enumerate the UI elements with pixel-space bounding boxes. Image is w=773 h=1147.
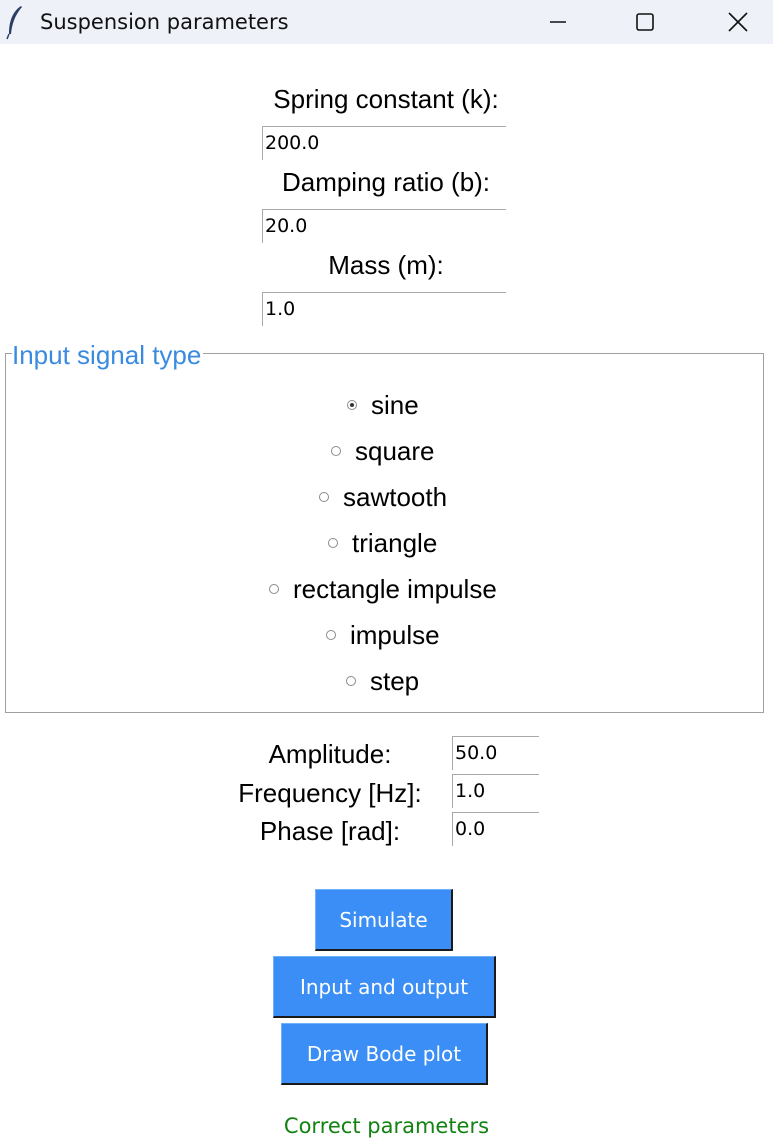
draw-bode-plot-button[interactable]: Draw Bode plot <box>281 1023 488 1085</box>
minimize-icon <box>550 21 566 23</box>
amplitude-input[interactable]: 50.0 <box>452 736 539 770</box>
radio-button[interactable] <box>319 492 329 502</box>
input-signal-group-title: Input signal type <box>12 340 204 370</box>
spring-constant-label: Spring constant (k): <box>273 84 499 114</box>
window-title: Suspension parameters <box>40 10 289 34</box>
input-and-output-button[interactable]: Input and output <box>273 956 496 1018</box>
simulate-button[interactable]: Simulate <box>315 889 453 951</box>
radio-option-step[interactable]: step <box>346 666 419 696</box>
feather-icon <box>4 4 26 40</box>
radio-button[interactable] <box>269 584 279 594</box>
radio-option-square[interactable]: square <box>331 436 435 466</box>
phase-input[interactable]: 0.0 <box>452 812 539 846</box>
radio-option-sine[interactable]: sine <box>347 390 419 420</box>
close-button[interactable] <box>708 0 768 44</box>
frequency-input[interactable]: 1.0 <box>452 774 539 808</box>
radio-button[interactable] <box>331 446 341 456</box>
damping-ratio-input[interactable]: 20.0 <box>262 209 506 243</box>
maximize-button[interactable] <box>615 0 675 44</box>
minimize-button[interactable] <box>528 0 588 44</box>
radio-button[interactable] <box>346 676 356 686</box>
amplitude-label: Amplitude: <box>268 739 392 769</box>
mass-label: Mass (m): <box>328 250 444 280</box>
radio-button[interactable] <box>326 630 336 640</box>
radio-option-rectangle-impulse[interactable]: rectangle impulse <box>269 574 497 604</box>
status-message: Correct parameters <box>283 1114 490 1138</box>
radio-label: rectangle impulse <box>293 574 497 604</box>
phase-label: Phase [rad]: <box>259 816 401 846</box>
radio-label: square <box>355 436 435 466</box>
radio-label: step <box>370 666 420 696</box>
spring-constant-input[interactable]: 200.0 <box>262 126 506 160</box>
radio-label: impulse <box>350 620 440 650</box>
radio-button[interactable] <box>328 538 338 548</box>
radio-label: sawtooth <box>343 482 448 512</box>
title-bar <box>0 0 773 44</box>
frequency-label: Frequency [Hz]: <box>238 778 422 808</box>
mass-input[interactable]: 1.0 <box>262 292 506 326</box>
radio-button[interactable] <box>347 400 357 410</box>
damping-ratio-label: Damping ratio (b): <box>281 167 491 197</box>
maximize-icon <box>636 13 654 31</box>
radio-option-sawtooth[interactable]: sawtooth <box>319 482 447 512</box>
radio-option-impulse[interactable]: impulse <box>326 620 440 650</box>
radio-label: sine <box>371 390 419 420</box>
close-icon <box>728 12 748 32</box>
radio-label: triangle <box>352 528 438 558</box>
input-signal-group <box>5 353 764 713</box>
radio-option-triangle[interactable]: triangle <box>328 528 437 558</box>
